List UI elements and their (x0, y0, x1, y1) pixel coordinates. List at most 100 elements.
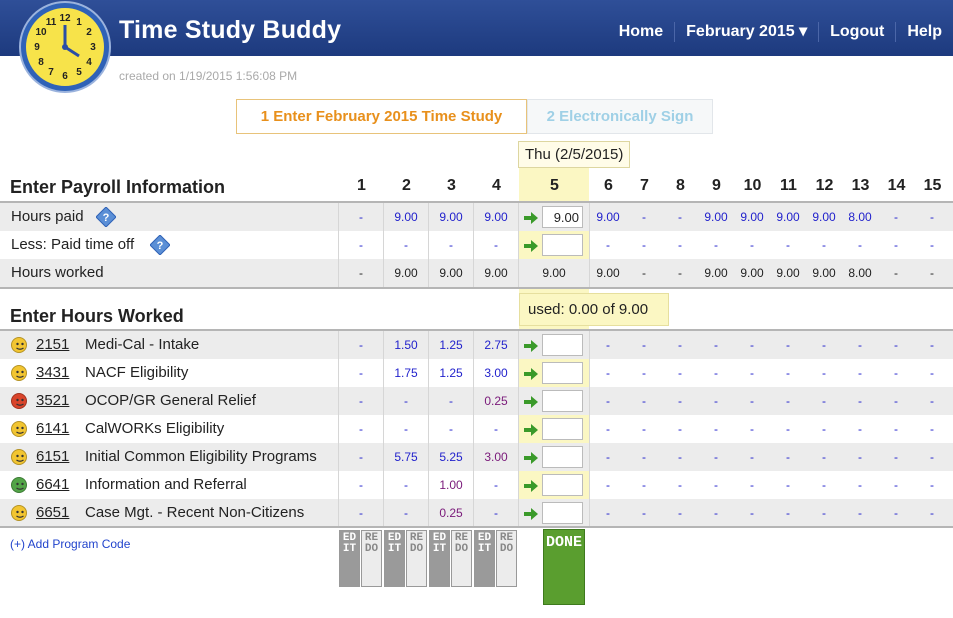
day-value-cell: 9.00 (439, 266, 463, 280)
done-button[interactable]: DONE (543, 529, 585, 605)
day-hours-input[interactable] (542, 206, 583, 228)
program-row: 6651 Case Mgt. - Recent Non-Citizens - - 0.2… (0, 499, 953, 527)
help-diamond-icon[interactable]: ? (149, 234, 171, 256)
column-separator (518, 387, 519, 415)
day-header-6[interactable]: 6 (604, 177, 613, 194)
nav-home-link[interactable]: Home (618, 23, 664, 40)
day-value-cell: - (404, 238, 408, 252)
program-code-link[interactable]: 3521 (36, 392, 70, 409)
column-separator (473, 203, 474, 231)
day-hours-input[interactable] (542, 418, 583, 440)
day-value-cell: - (642, 478, 646, 492)
day-header-8[interactable]: 8 (676, 177, 685, 194)
redo-day-1-button[interactable]: REDO (361, 530, 382, 587)
program-code-link[interactable]: 6651 (36, 504, 70, 521)
day-value-cell: - (678, 366, 682, 380)
day-hours-input[interactable] (542, 474, 583, 496)
day-value-cell: - (750, 238, 754, 252)
day-value-cell: - (894, 366, 898, 380)
day-header-5[interactable]: 5 (550, 177, 559, 194)
column-separator (473, 359, 474, 387)
redo-day-2-button[interactable]: REDO (406, 530, 427, 587)
step-electronically-sign[interactable]: 2 Electronically Sign (527, 99, 713, 134)
right-arrow-icon (524, 367, 538, 380)
day-value-cell: - (678, 338, 682, 352)
day-header-9[interactable]: 9 (712, 177, 721, 194)
edit-day-3-button[interactable]: EDIT (429, 530, 450, 587)
day-hours-input[interactable] (542, 390, 583, 412)
day-header-4[interactable]: 4 (492, 177, 501, 194)
column-separator (518, 471, 519, 499)
day-value-cell: 0.25 (484, 394, 508, 408)
program-code-link[interactable]: 2151 (36, 336, 70, 353)
svg-text:2: 2 (86, 27, 92, 38)
day-value-cell: - (930, 210, 934, 224)
day-header-10[interactable]: 10 (743, 177, 762, 194)
column-separator (428, 203, 429, 231)
right-arrow-icon (524, 423, 538, 436)
day-value-cell: - (786, 506, 790, 520)
nav-month-dropdown[interactable]: February 2015 ▾ (674, 22, 818, 42)
nav-logout-link[interactable]: Logout (818, 22, 895, 42)
top-nav: Home February 2015 ▾ Logout Help (608, 22, 953, 42)
day-value-cell: 8.00 (848, 210, 872, 224)
right-arrow-icon (524, 239, 538, 252)
column-separator (338, 443, 339, 471)
day-value-cell: - (642, 238, 646, 252)
help-diamond-icon[interactable]: ? (95, 206, 117, 228)
day-value-cell: - (786, 338, 790, 352)
program-code-link[interactable]: 6641 (36, 476, 70, 493)
edit-day-4-button[interactable]: EDIT (474, 530, 495, 587)
day-header-3[interactable]: 3 (447, 177, 456, 194)
day-header-14[interactable]: 14 (887, 177, 906, 194)
day-value-cell: 9.00 (740, 266, 764, 280)
day-header-7[interactable]: 7 (640, 177, 649, 194)
redo-day-4-button[interactable]: REDO (496, 530, 517, 587)
day-value-cell: 9.00 (484, 266, 508, 280)
svg-text:1: 1 (76, 17, 82, 28)
column-separator (428, 443, 429, 471)
column-separator (518, 443, 519, 471)
payroll-section-title: Enter Payroll Information (10, 177, 226, 197)
day-value-cell: - (359, 506, 363, 520)
column-separator (518, 499, 519, 527)
day-value-cell: - (930, 450, 934, 464)
nav-help-link[interactable]: Help (895, 22, 953, 42)
edit-day-2-button[interactable]: EDIT (384, 530, 405, 587)
day-header-13[interactable]: 13 (851, 177, 870, 194)
day-hours-input[interactable] (542, 362, 583, 384)
redo-day-3-button[interactable]: REDO (451, 530, 472, 587)
day-header-15[interactable]: 15 (923, 177, 942, 194)
created-timestamp: created on 1/19/2015 1:56:08 PM (119, 69, 298, 83)
day-value-cell: 9.00 (812, 266, 836, 280)
program-code-link[interactable]: 3431 (36, 364, 70, 381)
program-code-link[interactable]: 6151 (36, 448, 70, 465)
day-hours-input[interactable] (542, 334, 583, 356)
day-value-cell: - (930, 506, 934, 520)
day-value-cell: 9.00 (484, 210, 508, 224)
add-program-code-link[interactable]: (+) Add Program Code (10, 537, 131, 551)
column-separator (428, 331, 429, 359)
day-value-cell: - (606, 506, 610, 520)
day-value-cell: - (894, 338, 898, 352)
column-separator (589, 443, 590, 471)
smiley-face-icon (11, 365, 27, 381)
program-code-link[interactable]: 6141 (36, 420, 70, 437)
divider (0, 526, 953, 528)
day-value-cell: - (750, 394, 754, 408)
day-hours-input[interactable] (542, 502, 583, 524)
day-value-cell: - (606, 238, 610, 252)
column-separator (428, 499, 429, 527)
edit-day-1-button[interactable]: EDIT (339, 530, 360, 587)
step-enter-time-study[interactable]: 1 Enter February 2015 Time Study (236, 99, 527, 134)
day-header-2[interactable]: 2 (402, 177, 411, 194)
day-value-cell: - (606, 366, 610, 380)
right-arrow-icon (524, 211, 538, 224)
column-separator (589, 203, 590, 231)
day-hours-input[interactable] (542, 446, 583, 468)
day-header-1[interactable]: 1 (357, 177, 366, 194)
day-header-12[interactable]: 12 (815, 177, 834, 194)
day-hours-input[interactable] (542, 234, 583, 256)
day-header-11[interactable]: 11 (780, 177, 797, 194)
day-value-cell: - (930, 422, 934, 436)
